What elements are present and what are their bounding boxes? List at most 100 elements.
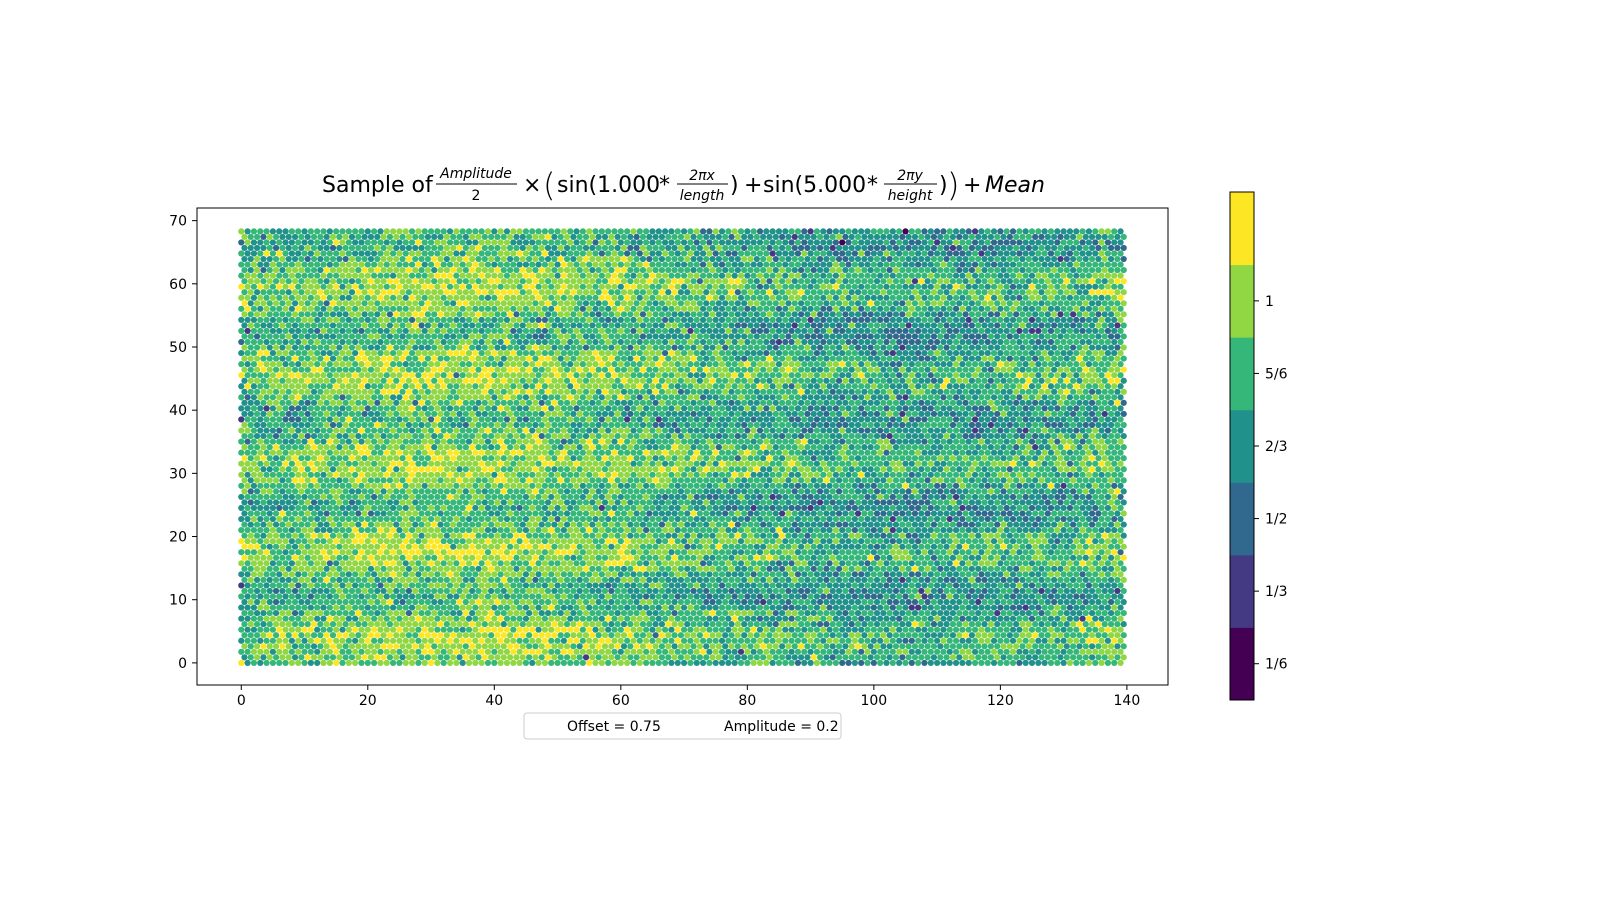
data-point [304, 521, 311, 528]
data-point [1095, 576, 1102, 584]
data-point [965, 571, 972, 578]
data-point [965, 593, 972, 600]
data-point [987, 587, 994, 595]
data-point [301, 648, 308, 655]
data-point [601, 621, 609, 628]
data-point [930, 610, 938, 617]
data-point [437, 598, 444, 606]
title-star-1: * [659, 173, 670, 198]
data-point [488, 654, 495, 661]
data-point [927, 648, 934, 655]
data-point [807, 527, 814, 534]
data-point [333, 571, 340, 578]
data-point [503, 571, 511, 578]
data-point [453, 582, 460, 589]
data-point [560, 515, 567, 523]
data-point [915, 527, 922, 534]
data-point [348, 576, 356, 584]
data-point [680, 560, 688, 567]
data-point [934, 582, 941, 589]
data-point [336, 587, 343, 595]
data-point [715, 565, 722, 572]
data-point [1013, 587, 1020, 595]
data-point [541, 571, 549, 578]
data-point [1016, 626, 1023, 633]
data-point [753, 576, 760, 584]
data-point [427, 615, 435, 622]
data-point [532, 499, 539, 506]
data-point [491, 626, 498, 633]
data-point [785, 587, 792, 595]
data-point [1057, 576, 1064, 584]
data-point [598, 593, 605, 600]
data-point [298, 466, 305, 473]
data-point [1032, 565, 1039, 572]
data-point [608, 554, 615, 561]
data-point [253, 532, 261, 539]
data-point [386, 632, 394, 639]
data-point [851, 648, 858, 655]
data-point [677, 554, 685, 561]
data-point [725, 493, 732, 501]
data-point [598, 582, 605, 589]
data-point [367, 499, 375, 506]
data-point [1111, 538, 1118, 545]
data-point [1022, 504, 1029, 512]
data-point [310, 466, 318, 473]
data-point [633, 565, 640, 572]
data-point [636, 538, 643, 545]
data-point [1051, 632, 1058, 639]
data-point [665, 643, 672, 650]
data-point [570, 654, 577, 661]
data-point [317, 499, 324, 506]
data-point [949, 632, 957, 639]
data-point [810, 510, 817, 517]
data-point [415, 582, 422, 589]
data-point [295, 582, 302, 589]
data-point [272, 632, 280, 639]
data-point [459, 593, 466, 600]
data-point [801, 527, 808, 534]
data-point [1003, 571, 1010, 578]
data-point [782, 648, 789, 655]
data-point [1104, 549, 1112, 556]
data-point [870, 493, 877, 501]
data-point [418, 621, 425, 628]
data-point [269, 527, 277, 534]
data-point [513, 521, 520, 528]
data-point [494, 543, 501, 550]
data-point [361, 621, 368, 628]
data-point [1028, 615, 1036, 622]
data-point [611, 604, 618, 611]
data-point [851, 527, 858, 534]
data-point [839, 482, 846, 489]
data-point [484, 626, 492, 633]
data-point [813, 549, 821, 556]
data-point [418, 477, 425, 484]
data-point [469, 466, 476, 473]
data-point [386, 532, 394, 539]
data-point [892, 587, 900, 595]
data-point [1019, 643, 1026, 650]
data-point [867, 654, 874, 661]
data-point [801, 582, 808, 589]
data-point [801, 471, 808, 478]
data-point [915, 549, 922, 556]
data-point [472, 604, 479, 611]
data-point [718, 604, 726, 611]
data-point [997, 571, 1004, 578]
data-point [418, 521, 425, 528]
data-point [706, 493, 713, 501]
data-point [940, 615, 947, 622]
data-point [709, 510, 716, 517]
data-point [396, 615, 403, 622]
data-point [491, 560, 498, 567]
data-point [310, 510, 318, 517]
data-point [873, 554, 881, 561]
data-point [576, 610, 583, 617]
data-point [883, 504, 890, 512]
data-point [253, 610, 261, 617]
data-point [472, 560, 479, 567]
data-point [469, 598, 476, 606]
data-point [873, 499, 881, 506]
